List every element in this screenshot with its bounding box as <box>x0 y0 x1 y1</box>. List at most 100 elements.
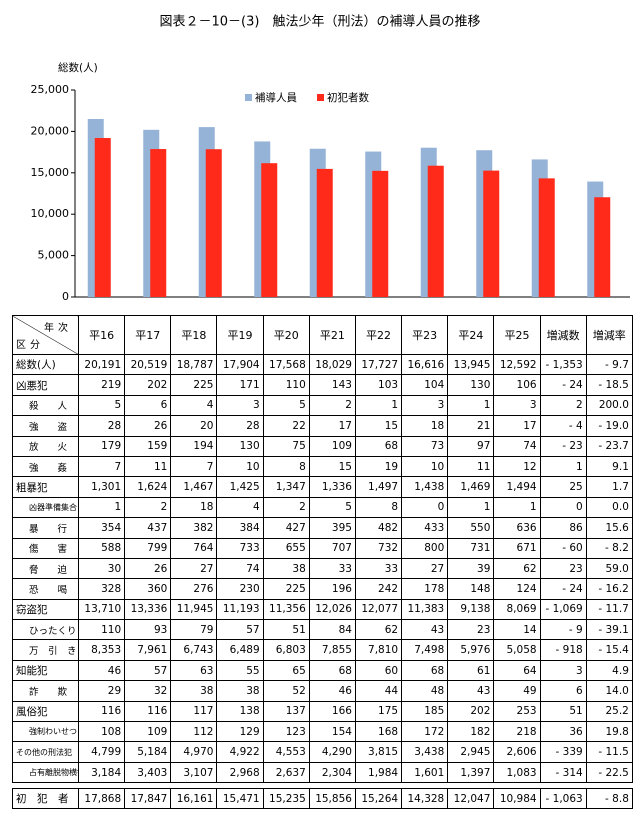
cell: 1 <box>493 496 541 519</box>
cell: 74 <box>216 557 264 580</box>
cell: - 60 <box>539 537 587 559</box>
cell: - 15.4 <box>585 639 633 661</box>
table-row: 詐 欺 29 32 38 38 52 46 44 48 43 49 6 14.0 <box>12 680 633 702</box>
cell: 0.0 <box>585 496 633 519</box>
row-label: 強制わいせつ <box>12 721 79 743</box>
cell: 25.2 <box>585 700 633 723</box>
column-header: 平19 <box>216 315 264 355</box>
row-label: 凶悪犯 <box>12 374 79 396</box>
cell: 4,290 <box>308 741 356 763</box>
cell: 354 <box>77 517 126 539</box>
cell: 48 <box>401 680 449 702</box>
cell: 15,856 <box>308 787 356 810</box>
cell: 3,815 <box>354 741 403 763</box>
cell: 59.0 <box>585 557 633 580</box>
cell: 68 <box>308 659 356 682</box>
cell: 20 <box>170 415 218 437</box>
cell: 4,922 <box>216 741 264 763</box>
table-row: 脅 迫 30 26 27 74 38 33 33 27 39 62 23 59.0 <box>12 557 633 580</box>
cell: 106 <box>493 374 541 396</box>
cell: 1 <box>447 394 495 417</box>
cell: 8,353 <box>77 639 126 661</box>
cell: 17,904 <box>216 353 264 376</box>
cell: 2,606 <box>493 741 541 763</box>
cell: 130 <box>216 435 264 457</box>
cell: 1.7 <box>585 476 633 498</box>
cell: 5,184 <box>124 741 172 763</box>
cell: 6 <box>539 680 587 702</box>
cell: 1,301 <box>77 476 126 498</box>
cell: 39 <box>447 557 495 580</box>
cell: 799 <box>124 537 172 559</box>
cell: 9.1 <box>585 455 633 478</box>
cell: 11 <box>447 455 495 478</box>
column-header: 平16 <box>77 315 126 355</box>
y-axis-label: 総数(人) <box>58 61 98 74</box>
cell: 384 <box>216 517 264 539</box>
cell: 12,026 <box>308 598 356 621</box>
cell: - 22.5 <box>585 761 633 784</box>
cell: 1,624 <box>124 476 172 498</box>
cell: 636 <box>493 517 541 539</box>
cell: 15 <box>308 455 356 478</box>
row-label: 強 盗 <box>12 415 79 437</box>
cell: - 1,353 <box>539 353 587 376</box>
cell: 15,471 <box>216 787 264 810</box>
cell: 23 <box>539 557 587 580</box>
cell: 14,328 <box>401 787 449 810</box>
cell: 130 <box>447 374 495 396</box>
cell: 19.8 <box>585 721 633 743</box>
cell: 12 <box>493 455 541 478</box>
cell: 185 <box>401 700 449 723</box>
chart-title: 図表２－10－(3) 触法少年（刑法）の補導人員の推移 <box>160 15 481 30</box>
cell: 171 <box>216 374 264 396</box>
column-header: 増減率 <box>585 315 633 355</box>
cell: 6,489 <box>216 639 264 661</box>
y-tick-label: 0 <box>62 290 69 303</box>
cell: 43 <box>401 619 449 641</box>
cell: 116 <box>124 700 172 723</box>
cell: 38 <box>216 680 264 702</box>
cell: 6,803 <box>262 639 310 661</box>
cell: 328 <box>77 578 126 600</box>
cell: 109 <box>308 435 356 457</box>
cell: 6 <box>124 394 172 417</box>
cell: 172 <box>401 721 449 743</box>
row-label: ひったくり <box>12 619 79 641</box>
cell: 93 <box>124 619 172 641</box>
cell: 43 <box>447 680 495 702</box>
legend-label: 補導人員 <box>255 91 297 104</box>
cell: 196 <box>308 578 356 600</box>
cell: 5 <box>77 394 126 417</box>
cell: - 11.7 <box>585 598 633 621</box>
cell: 17,847 <box>124 787 172 810</box>
cell: 21 <box>447 415 495 437</box>
cell: 123 <box>262 721 310 743</box>
cell: 17 <box>308 415 356 437</box>
cell: - 24 <box>539 374 587 396</box>
column-header: 平20 <box>262 315 310 355</box>
table-row: 強 盗 28 26 20 28 22 17 15 18 21 17- 4- 19.0 <box>12 415 633 437</box>
column-header: 平17 <box>124 315 172 355</box>
cell: 4.9 <box>585 659 633 682</box>
cell: 230 <box>216 578 264 600</box>
cell: 433 <box>401 517 449 539</box>
bar <box>261 163 278 297</box>
cell: 15,235 <box>262 787 310 810</box>
cell: 57 <box>124 659 172 682</box>
cell: - 24 <box>539 578 587 600</box>
cell: 3,403 <box>124 761 172 784</box>
cell: 64 <box>493 659 541 682</box>
cell: 800 <box>401 537 449 559</box>
cell: 1,984 <box>354 761 403 784</box>
cell: 7,498 <box>401 639 449 661</box>
table-row: 総数(人) 20,191 20,519 18,787 17,904 17,568 18,02… <box>12 353 633 376</box>
cell: 15,264 <box>354 787 403 810</box>
cell: 25 <box>539 476 587 498</box>
cell: 7,810 <box>354 639 403 661</box>
cell: 5,976 <box>447 639 495 661</box>
cell: 1,469 <box>447 476 495 498</box>
table-row: 占有離脱物横領3,1843,4033,1072,9682,6372,3041,9… <box>12 761 633 784</box>
cell: 15.6 <box>585 517 633 539</box>
cell: 732 <box>354 537 403 559</box>
